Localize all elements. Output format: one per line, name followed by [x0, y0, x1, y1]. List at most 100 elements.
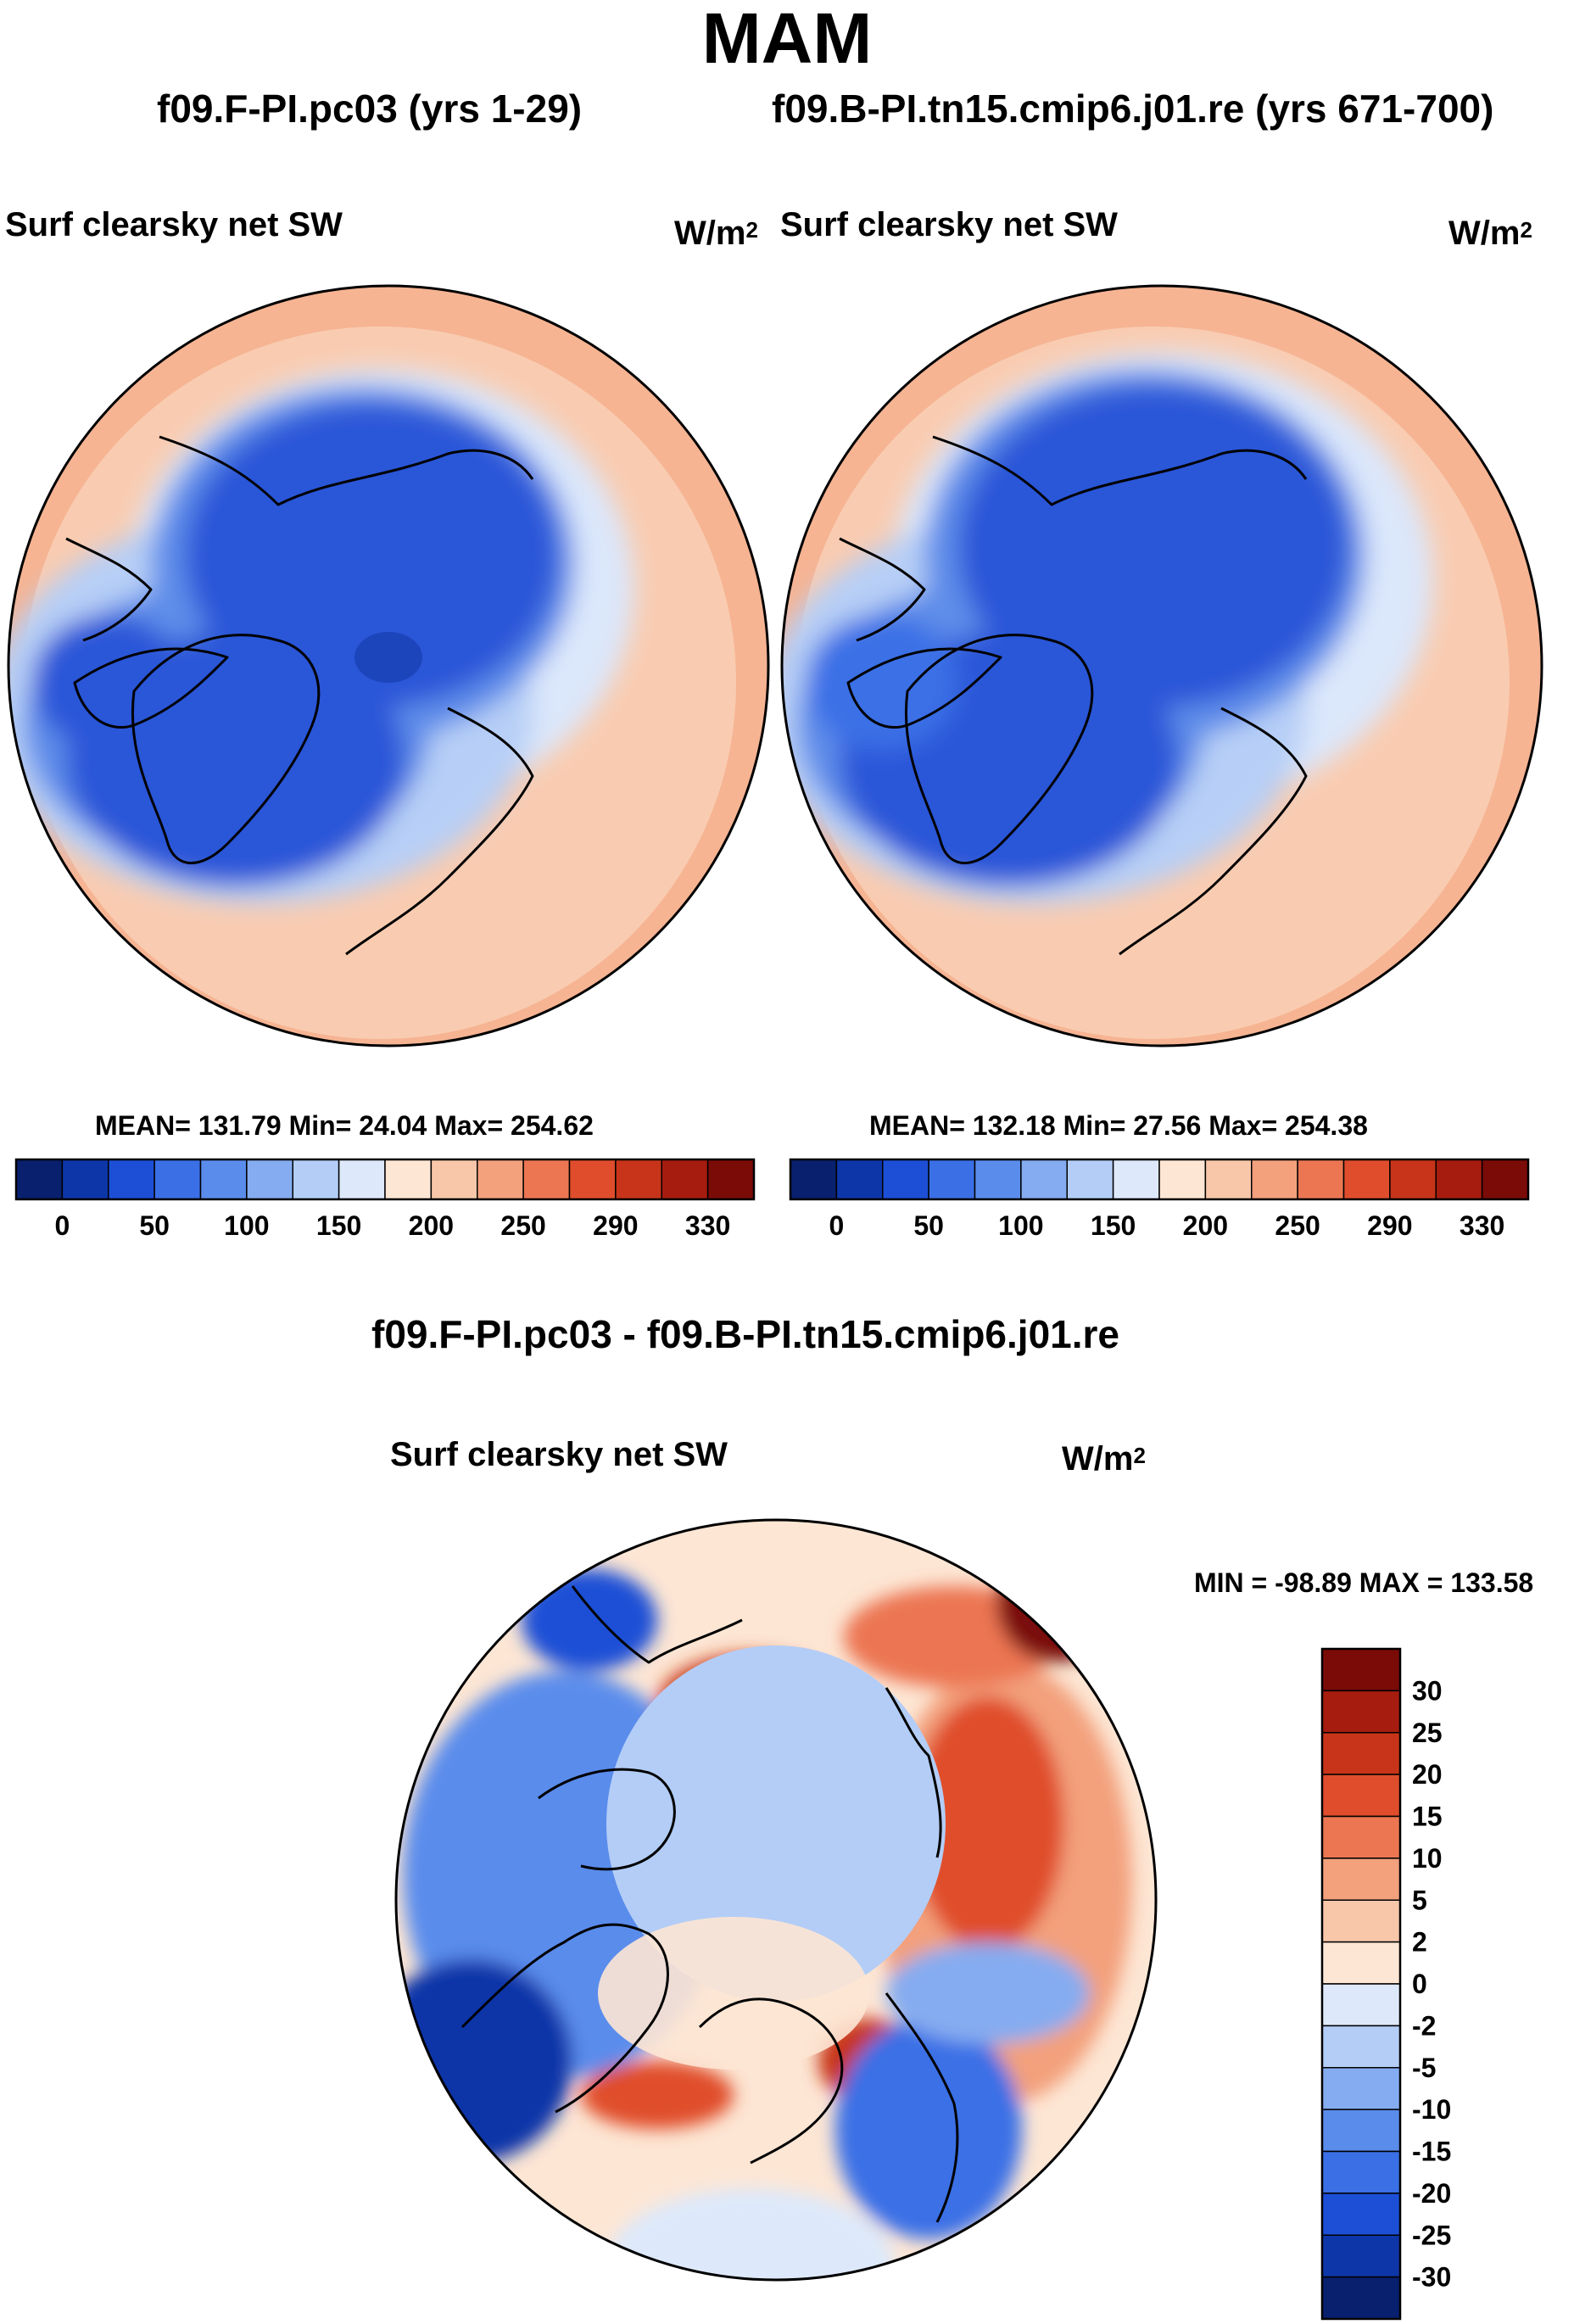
left-colorbar-swatch [338, 1159, 386, 1200]
right-colorbar-swatch [1066, 1159, 1114, 1200]
right-polar-map [780, 284, 1543, 1047]
left-colorbar-tick-label: 290 [593, 1210, 638, 1241]
diff-colorbar-swatch [1321, 2150, 1401, 2194]
diff-colorbar-tick-label: 0 [1412, 1969, 1427, 1999]
left-colorbar-swatch [199, 1159, 248, 1200]
diff-colorbar-swatch [1321, 2276, 1401, 2320]
left-colorbar-swatch [661, 1159, 709, 1200]
page-title: MAM [701, 0, 873, 78]
diff-colorbar-tick-label: -30 [1412, 2262, 1451, 2293]
right-colorbar-swatch [974, 1159, 1022, 1200]
diff-colorbar-tick-label: 20 [1412, 1759, 1443, 1790]
diff-variable-title: Surf clearsky net SW [390, 1436, 728, 1473]
left-colorbar-swatch [153, 1159, 202, 1200]
left-colorbar-swatch [384, 1159, 433, 1200]
diff-colorbar-swatch [1321, 2234, 1401, 2278]
right-colorbar-tick-label: 290 [1367, 1210, 1412, 1241]
diff-colorbar-tick-label: 15 [1412, 1802, 1443, 1832]
diff-colorbar-swatch [1321, 2067, 1401, 2110]
right-case-title: f09.B-PI.tn15.cmip6.j01.re (yrs 671-700) [772, 87, 1494, 131]
diff-colorbar-swatch [1321, 2025, 1401, 2069]
diff-colorbar-swatch [1321, 1941, 1401, 1985]
left-case-title: f09.F-PI.pc03 (yrs 1-29) [157, 87, 583, 131]
diff-colorbar-swatch [1321, 2193, 1401, 2236]
difference-polar-map [394, 1518, 1158, 2282]
right-colorbar: 0 50 100 150 200 250 290 330 [789, 1158, 1530, 1241]
diff-colorbar-tick-label: 25 [1412, 1718, 1443, 1748]
left-colorbar-swatch [246, 1159, 293, 1200]
diff-colorbar-swatch [1321, 1774, 1401, 1818]
left-colorbar-tick-label: 330 [685, 1210, 730, 1241]
diff-colorbar-swatch [1321, 1899, 1401, 1943]
left-colorbar-swatch [292, 1159, 340, 1200]
left-variable-title: Surf clearsky net SW [5, 206, 343, 243]
right-colorbar-swatch [1481, 1159, 1529, 1200]
diff-colorbar-tick-label: 30 [1412, 1675, 1443, 1706]
right-colorbar-tick-label: 100 [998, 1210, 1043, 1241]
right-colorbar-swatch [790, 1159, 838, 1200]
right-units: W/m2 [1448, 215, 1532, 252]
left-colorbar-tick-label: 50 [139, 1210, 170, 1241]
diff-min-max: MIN = -98.89 MAX = 133.58 [1194, 1567, 1534, 1598]
left-stats: MEAN= 131.79 Min= 24.04 Max= 254.62 [95, 1110, 594, 1141]
right-colorbar-tick-label: 150 [1091, 1210, 1136, 1241]
left-colorbar-tick-label: 250 [500, 1210, 545, 1241]
right-colorbar-swatch [1251, 1159, 1298, 1200]
left-units: W/m2 [674, 215, 758, 252]
diff-colorbar-swatch [1321, 2109, 1401, 2153]
difference-title: f09.F-PI.pc03 - f09.B-PI.tn15.cmip6.j01.… [371, 1312, 1119, 1356]
left-colorbar: 0 50 100 150 200 250 290 330 [14, 1158, 756, 1241]
left-colorbar-tick-label: 150 [316, 1210, 361, 1241]
right-colorbar-swatch [882, 1159, 929, 1200]
diff-colorbar-tick-label: -25 [1412, 2220, 1451, 2250]
left-colorbar-swatch [615, 1159, 662, 1200]
left-colorbar-swatch [108, 1159, 155, 1200]
right-colorbar-tick-label: 250 [1275, 1210, 1320, 1241]
right-colorbar-swatch [1389, 1159, 1437, 1200]
left-colorbar-frame [14, 1158, 756, 1201]
left-colorbar-tick-label: 200 [409, 1210, 454, 1241]
right-colorbar-tick-label: 330 [1460, 1210, 1504, 1241]
diff-colorbar-tick-label: -10 [1412, 2094, 1451, 2125]
left-colorbar-swatch [522, 1159, 571, 1200]
left-colorbar-swatch [61, 1159, 109, 1200]
left-colorbar-swatch [15, 1159, 64, 1200]
left-colorbar-swatch [477, 1159, 524, 1200]
right-variable-title: Surf clearsky net SW [780, 206, 1118, 243]
diff-colorbar-swatch [1321, 1648, 1401, 1692]
left-colorbar-swatch [568, 1159, 617, 1200]
diff-colorbar-tick-label: -5 [1412, 2053, 1436, 2083]
right-stats: MEAN= 132.18 Min= 27.56 Max= 254.38 [869, 1110, 1368, 1141]
right-colorbar-swatch [928, 1159, 976, 1200]
diff-colorbar-tick-label: -20 [1412, 2178, 1451, 2209]
diff-colorbar-tick-label: -15 [1412, 2137, 1451, 2167]
right-colorbar-swatch [835, 1159, 884, 1200]
diff-colorbar-tick-label: 5 [1412, 1885, 1427, 1915]
right-colorbar-swatch [1158, 1159, 1207, 1200]
right-colorbar-tick-label: 50 [913, 1210, 944, 1241]
diff-colorbar-tick-label: 2 [1412, 1927, 1427, 1958]
diff-colorbar-swatch [1321, 1983, 1401, 2027]
left-colorbar-swatch [706, 1159, 755, 1200]
diff-colorbar-swatch [1321, 1690, 1401, 1734]
left-colorbar-swatch [430, 1159, 478, 1200]
diff-colorbar-swatch [1321, 1858, 1401, 1901]
left-polar-map [7, 284, 770, 1047]
diff-colorbar-tick-label: 10 [1412, 1843, 1443, 1874]
right-colorbar-swatch [1020, 1159, 1068, 1200]
diff-units: W/m2 [1062, 1440, 1146, 1478]
right-colorbar-swatch [1435, 1159, 1483, 1200]
right-colorbar-frame [789, 1158, 1530, 1201]
left-colorbar-tick-label: 0 [54, 1210, 70, 1241]
diff-colorbar-swatch [1321, 1815, 1401, 1859]
right-colorbar-tick-label: 0 [829, 1210, 844, 1241]
right-colorbar-swatch [1112, 1159, 1160, 1200]
diff-colorbar-tick-label: -2 [1412, 2010, 1436, 2041]
right-colorbar-swatch [1297, 1159, 1345, 1200]
left-colorbar-tick-label: 100 [224, 1210, 269, 1241]
right-colorbar-swatch [1204, 1159, 1253, 1200]
right-colorbar-swatch [1342, 1159, 1391, 1200]
right-colorbar-tick-label: 200 [1183, 1210, 1228, 1241]
diff-colorbar-swatch [1321, 1732, 1401, 1775]
